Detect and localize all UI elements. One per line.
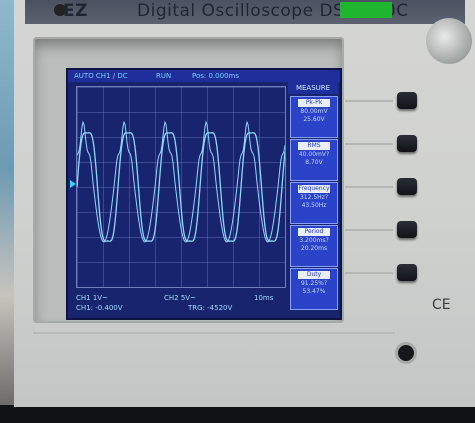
button-guide bbox=[345, 186, 393, 188]
timebase: 10ms bbox=[254, 294, 274, 302]
waveform-display bbox=[77, 120, 285, 243]
waveform-trace-ch1 bbox=[77, 132, 285, 242]
measure-label: RMS bbox=[298, 142, 330, 150]
trigger-level: TRG: -4520V bbox=[188, 304, 233, 312]
control-knob[interactable] bbox=[426, 18, 472, 64]
measure-panel: MEASURE Pk-Pk 80.00mV 25.60V RMS 40.00mV… bbox=[288, 82, 338, 310]
oscilloscope-screen: AUTO CH1 / DC RUN Pos: 0.000ms MEASURE P… bbox=[68, 70, 340, 318]
button-guide bbox=[345, 100, 393, 102]
ch1-offset: CH1: -0.400V bbox=[76, 304, 123, 312]
trigger-level-marker-icon bbox=[70, 180, 76, 188]
measure-value: 80.00mV bbox=[300, 108, 328, 115]
brand-logo-icon bbox=[54, 4, 66, 16]
soft-button-5[interactable] bbox=[397, 264, 417, 281]
measure-duty[interactable]: Duty 91.25%? 53.47% bbox=[290, 268, 338, 310]
measure-value: 91.25%? bbox=[300, 280, 328, 287]
ch1-scale: CH1 1V~ bbox=[76, 294, 108, 302]
button-guide bbox=[345, 229, 393, 231]
waveform-trace-ch2 bbox=[77, 120, 285, 243]
ce-mark-icon: CE bbox=[432, 297, 451, 313]
panel-divider bbox=[33, 332, 395, 334]
measure-label: Pk-Pk bbox=[298, 99, 330, 107]
horizontal-position: Pos: 0.000ms bbox=[192, 72, 239, 80]
waveform-traces bbox=[77, 120, 285, 243]
measure-value: 25.60V bbox=[303, 116, 325, 123]
soft-button-1[interactable] bbox=[397, 92, 417, 109]
measure-period[interactable]: Period 3.200ms? 20.20ms bbox=[290, 225, 338, 267]
soft-button-4[interactable] bbox=[397, 221, 417, 238]
device-header: EZ Digital Oscilloscope DS-1250C bbox=[25, 0, 465, 24]
button-guide bbox=[345, 143, 393, 145]
measure-value: 312.5Hz? bbox=[299, 194, 329, 201]
probe-port[interactable] bbox=[398, 345, 414, 361]
waveform-grid bbox=[76, 86, 286, 288]
button-guide bbox=[345, 272, 393, 274]
measure-value: 8.70V bbox=[305, 159, 323, 166]
brand-name: EZ bbox=[63, 1, 88, 21]
trigger-mode: AUTO CH1 / DC bbox=[74, 72, 128, 80]
measure-title: MEASURE bbox=[288, 82, 338, 94]
ch2-scale: CH2 5V~ bbox=[164, 294, 196, 302]
measure-rms[interactable]: RMS 40.00mV? 8.70V bbox=[290, 139, 338, 181]
measure-value: 20.20ms bbox=[300, 245, 328, 252]
soft-button-3[interactable] bbox=[397, 178, 417, 195]
measure-value: 43.50Hz bbox=[301, 202, 327, 209]
background-bottom bbox=[0, 405, 475, 423]
measure-label: Period bbox=[298, 228, 330, 236]
run-state: RUN bbox=[156, 72, 172, 80]
soft-button-2[interactable] bbox=[397, 135, 417, 152]
status-bar: AUTO CH1 / DC RUN Pos: 0.000ms bbox=[68, 70, 340, 82]
model-badge bbox=[340, 2, 392, 18]
measure-value: 53.47% bbox=[302, 288, 326, 295]
bottom-info: CH1 1V~ CH1: -0.400V CH2 5V~ 10ms TRG: -… bbox=[68, 290, 340, 318]
measure-label: Duty bbox=[298, 271, 330, 279]
measure-value: 3.200ms? bbox=[299, 237, 329, 244]
measure-pkpk[interactable]: Pk-Pk 80.00mV 25.60V bbox=[290, 96, 338, 138]
measure-label: Frequency bbox=[298, 185, 330, 193]
measure-value: 40.00mV? bbox=[298, 151, 330, 158]
measure-frequency[interactable]: Frequency 312.5Hz? 43.50Hz bbox=[290, 182, 338, 224]
